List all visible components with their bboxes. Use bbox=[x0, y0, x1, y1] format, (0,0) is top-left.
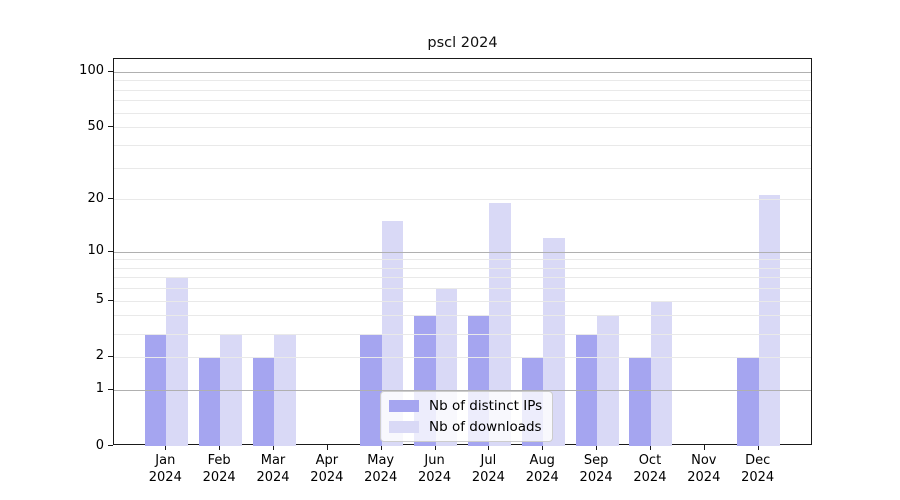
plot-area bbox=[113, 58, 812, 446]
x-axis-tick bbox=[488, 445, 490, 450]
legend-entry: Nb of distinct IPs bbox=[389, 398, 542, 414]
gridline-minor bbox=[114, 144, 811, 146]
x-tick-label: Oct 2024 bbox=[633, 453, 667, 485]
x-tick-label: Feb 2024 bbox=[202, 453, 236, 485]
x-axis-tick bbox=[165, 445, 167, 450]
gridline-minor bbox=[114, 89, 811, 91]
bar-downloads bbox=[166, 277, 188, 446]
x-axis-tick bbox=[542, 445, 544, 450]
y-axis-tick bbox=[108, 70, 113, 72]
x-axis-tick bbox=[434, 445, 436, 450]
x-tick-label: Jul 2024 bbox=[471, 453, 505, 485]
y-axis-tick bbox=[108, 299, 113, 301]
bar-downloads bbox=[220, 333, 242, 446]
gridline-minor bbox=[114, 267, 811, 269]
x-axis-tick bbox=[380, 445, 382, 450]
gridline-minor bbox=[114, 259, 811, 261]
gridline-minor bbox=[114, 356, 811, 358]
x-tick-label: Nov 2024 bbox=[687, 453, 721, 485]
x-tick-label: Jan 2024 bbox=[148, 453, 182, 485]
gridline-minor bbox=[114, 100, 811, 102]
bar-distinct-ips bbox=[575, 333, 598, 446]
gridline-minor bbox=[114, 112, 811, 114]
x-tick-label: Jun 2024 bbox=[418, 453, 452, 485]
y-tick-label: 10 bbox=[87, 243, 104, 259]
gridline-minor bbox=[114, 80, 811, 82]
x-axis-tick bbox=[703, 445, 705, 450]
gridline-major bbox=[114, 71, 811, 73]
x-tick-label: Sep 2024 bbox=[579, 453, 613, 485]
gridline-minor bbox=[114, 288, 811, 290]
gridline-major bbox=[114, 251, 811, 253]
y-axis-tick bbox=[108, 126, 113, 128]
legend-label: Nb of distinct IPs bbox=[429, 398, 543, 414]
bar-distinct-ips bbox=[737, 356, 759, 446]
gridline-minor bbox=[114, 277, 811, 279]
bar-downloads bbox=[758, 195, 781, 446]
y-tick-label: 0 bbox=[95, 437, 104, 453]
x-axis-tick bbox=[596, 445, 598, 450]
bar-downloads bbox=[274, 333, 296, 446]
y-tick-label: 1 bbox=[95, 381, 104, 397]
y-tick-label: 50 bbox=[87, 118, 104, 134]
x-tick-label: Aug 2024 bbox=[525, 453, 559, 485]
bar-downloads bbox=[597, 315, 619, 446]
y-tick-label: 2 bbox=[95, 348, 104, 364]
legend-swatch-icon bbox=[389, 421, 419, 433]
x-tick-label: May 2024 bbox=[364, 453, 398, 485]
y-axis-tick bbox=[108, 388, 113, 390]
bar-distinct-ips bbox=[198, 356, 221, 446]
x-axis-tick bbox=[219, 445, 221, 450]
gridline-minor bbox=[114, 300, 811, 302]
gridline-minor bbox=[114, 199, 811, 201]
bar-distinct-ips bbox=[144, 333, 167, 446]
x-tick-label: Apr 2024 bbox=[310, 453, 344, 485]
x-axis-tick bbox=[326, 445, 328, 450]
y-tick-label: 20 bbox=[87, 190, 104, 206]
gridline-minor bbox=[114, 333, 811, 335]
gridline-minor bbox=[114, 315, 811, 317]
y-axis-tick bbox=[108, 198, 113, 200]
legend-swatch-icon bbox=[389, 400, 419, 412]
y-axis-tick bbox=[108, 445, 113, 446]
y-axis-tick bbox=[108, 355, 113, 357]
legend: Nb of distinct IPs Nb of downloads bbox=[380, 391, 554, 442]
y-tick-label: 5 bbox=[95, 292, 104, 308]
bar-distinct-ips bbox=[629, 356, 651, 446]
gridline-major bbox=[114, 389, 811, 391]
legend-entry: Nb of downloads bbox=[389, 419, 542, 435]
x-axis-tick bbox=[273, 445, 274, 450]
gridline-minor bbox=[114, 127, 811, 129]
bar-distinct-ips bbox=[360, 333, 382, 446]
x-tick-label: Mar 2024 bbox=[256, 453, 290, 485]
x-axis-tick bbox=[649, 445, 651, 450]
x-axis-tick bbox=[757, 445, 759, 450]
x-tick-label: Dec 2024 bbox=[741, 453, 775, 485]
bar-distinct-ips bbox=[252, 356, 274, 446]
y-tick-label: 100 bbox=[79, 63, 104, 79]
y-axis-tick bbox=[108, 250, 113, 252]
bar-downloads bbox=[489, 203, 511, 446]
chart-title: pscl 2024 bbox=[427, 35, 498, 51]
bar-downloads bbox=[650, 300, 673, 446]
gridline-minor bbox=[114, 167, 811, 169]
legend-label: Nb of downloads bbox=[429, 419, 542, 435]
